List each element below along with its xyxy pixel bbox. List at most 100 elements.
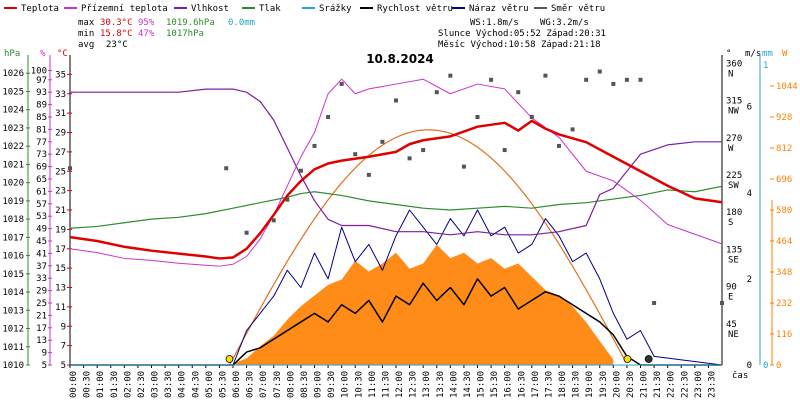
sunset-icon [623, 355, 632, 363]
temperature-tick-label: 35 [55, 70, 66, 80]
temperature-line [69, 119, 723, 260]
x-tick-label: 02:30 [137, 371, 147, 398]
x-tick-label: 03:30 [164, 371, 174, 398]
direction-tick-label: NE [728, 330, 739, 340]
pressure-tick-label: 1014 [2, 288, 24, 298]
pressure-tick-label: 1022 [2, 142, 24, 152]
radiation-tick-label: 348 [776, 268, 792, 278]
wind-direction-point [461, 164, 466, 169]
temperature-tick-label: 17 [55, 245, 66, 255]
radiation-tick-label: 464 [776, 237, 792, 247]
temperature-tick-label: 19 [55, 225, 66, 235]
direction-tick-label: W [728, 144, 734, 154]
humidity-tick-label: 93 [36, 88, 47, 98]
temperature-tick-label: 23 [55, 187, 66, 197]
wind-direction-point [652, 301, 657, 305]
sun-elevation-curve [228, 129, 627, 366]
stat-min-temp: 15.8°C [100, 29, 133, 39]
wind-tick-label: 4 [747, 189, 752, 199]
x-tick-label: 21:30 [653, 371, 663, 398]
x-tick-label: 16:30 [517, 371, 527, 398]
x-tick-label: 00:00 [69, 371, 79, 398]
humidity-tick-label: 77 [36, 138, 47, 148]
pressure-tick-label: 1011 [2, 343, 24, 353]
wind-direction-point [366, 172, 371, 177]
wind-direction-point [489, 77, 494, 82]
direction-tick-label: 360 [726, 59, 742, 69]
direction-tick-label: SE [728, 255, 739, 265]
humidity-tick-label: 9 [42, 349, 47, 359]
ground-temperature-line [69, 78, 723, 267]
temperature-tick-label: 31 [55, 109, 66, 119]
direction-tick-label: SW [728, 181, 739, 191]
wind-direction-point [434, 90, 439, 95]
wind-direction-point [407, 156, 412, 161]
stats-block: max 30.3°C 95% 1019.6hPa 0.0mm min 15.8°… [78, 18, 606, 50]
rain-tick-label: 0 [763, 361, 768, 371]
wind-direction-point [597, 69, 602, 74]
legend-label: Rychlost větru [377, 4, 453, 14]
wind-direction-point [285, 197, 290, 202]
radiation-tick-label: 232 [776, 299, 792, 309]
radiation-tick-label: 928 [776, 113, 792, 123]
x-tick-label: 18:00 [558, 371, 568, 398]
humidity-tick-label: 89 [36, 101, 47, 111]
x-tick-label: 23:30 [707, 371, 717, 398]
chart-legend: Teplota Přízemní teplota Vlhkost Tlak Srážky… [4, 4, 605, 14]
legend-label: Vlhkost [191, 4, 229, 14]
x-tick-label: 00:30 [83, 371, 93, 398]
x-tick-label: 07:00 [259, 371, 269, 398]
direction-tick-label: 270 [726, 134, 742, 144]
x-tick-label: 08:30 [300, 371, 310, 398]
x-tick-label: 12:00 [395, 371, 405, 398]
temperature-tick-label: 29 [55, 129, 66, 139]
radiation-area [233, 244, 614, 365]
x-axis-label: čas [732, 370, 748, 381]
direction-tick-label: 45 [726, 320, 737, 330]
axis-unit-rain: mm [762, 49, 773, 59]
temperature-tick-label: 33 [55, 90, 66, 100]
wind-direction-point [624, 77, 629, 82]
stat-max-rain: 0.0mm [228, 18, 255, 28]
radiation-tick-label: 0 [776, 361, 781, 371]
stat-min-label: min [78, 29, 94, 39]
stat-ws: WS:1.8m/s [470, 18, 519, 28]
x-tick-label: 12:30 [409, 371, 419, 398]
temperature-tick-label: 15 [55, 264, 66, 274]
humidity-tick-label: 17 [36, 324, 47, 334]
axis-unit-humidity: % [40, 49, 46, 59]
humidity-line [70, 88, 722, 236]
pressure-tick-label: 1026 [2, 69, 24, 79]
legend-label: Tlak [259, 4, 281, 14]
pressure-tick-label: 1013 [2, 306, 24, 316]
x-tick-label: 14:30 [463, 371, 473, 398]
temperature-tick-label: 25 [55, 167, 66, 177]
humidity-tick-label: 37 [36, 262, 47, 272]
x-tick-label: 19:00 [585, 371, 595, 398]
humidity-tick-label: 5 [42, 361, 47, 371]
x-tick-label: 08:00 [286, 371, 296, 398]
axis-unit-direction: ° [726, 49, 731, 59]
temperature-tick-label: 5 [61, 361, 66, 371]
legend-label: Přízemní teplota [81, 4, 168, 14]
humidity-tick-label: 33 [36, 274, 47, 284]
radiation-tick-label: 116 [776, 330, 792, 340]
temperature-tick-label: 21 [55, 206, 66, 216]
humidity-tick-label: 97 [36, 76, 47, 86]
chart-title: 10.8.2024 [366, 52, 434, 66]
wind-direction-point [516, 90, 521, 95]
wind-direction-point [326, 115, 331, 119]
x-tick-label: 14:00 [449, 371, 459, 398]
pressure-line [69, 185, 723, 229]
x-tick-label: 19:30 [599, 371, 609, 398]
wind-direction-point [271, 218, 276, 223]
x-tick-label: 11:30 [381, 371, 391, 398]
sunrise-icon [225, 355, 234, 363]
radiation-tick-label: 1044 [776, 82, 798, 92]
radiation-tick-label: 812 [776, 144, 792, 154]
x-tick-label: 13:30 [436, 371, 446, 398]
moonset-icon [644, 355, 653, 363]
wind-direction-point [298, 168, 303, 173]
